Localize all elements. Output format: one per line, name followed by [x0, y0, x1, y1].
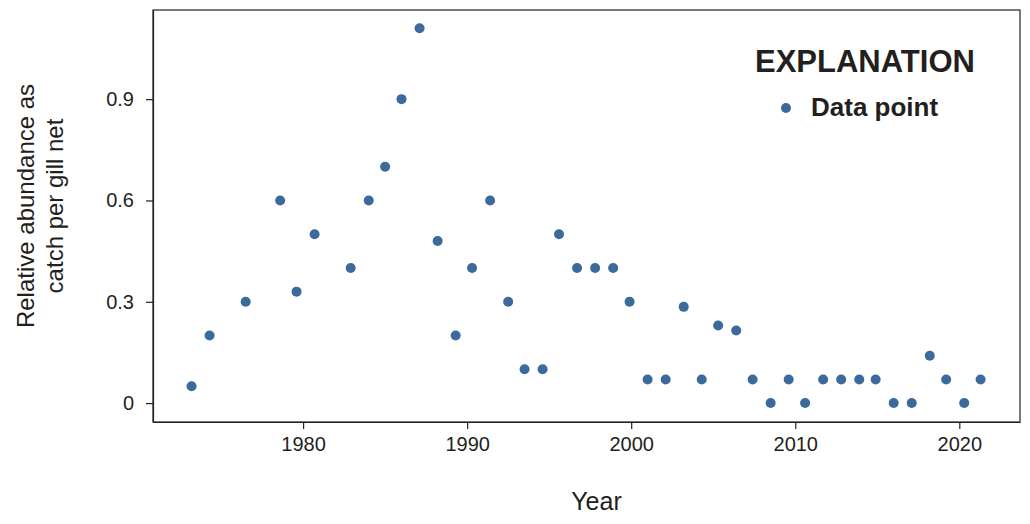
data-point	[503, 297, 513, 307]
x-tick-mark	[467, 422, 468, 429]
data-point	[748, 374, 758, 384]
data-point	[713, 320, 723, 330]
y-tick: 0.9	[106, 88, 153, 110]
data-point	[572, 263, 582, 273]
y-axis: 0 0.3 0.6 0.9	[106, 11, 153, 423]
x-tick-label: 1990	[445, 433, 490, 455]
data-point	[241, 297, 251, 307]
data-point	[889, 398, 899, 408]
legend-label: Data point	[811, 92, 938, 122]
y-tick: 0	[123, 392, 153, 414]
x-tick-mark	[959, 422, 960, 429]
y-axis-line	[153, 11, 154, 423]
legend: EXPLANATION Data point	[755, 44, 975, 122]
data-point	[679, 302, 689, 312]
data-point	[397, 94, 407, 104]
y-tick-label: 0	[123, 392, 134, 414]
x-tick-mark	[795, 422, 796, 429]
data-point	[187, 381, 197, 391]
y-tick-label: 0.6	[106, 189, 134, 211]
legend-marker	[781, 103, 791, 113]
y-tick-label: 0.9	[106, 88, 134, 110]
data-point	[275, 195, 285, 205]
x-axis-line	[154, 422, 1021, 423]
data-point	[346, 263, 356, 273]
legend-title: EXPLANATION	[755, 44, 975, 79]
data-point	[731, 325, 741, 335]
plot: 1980 1990 2000 2010 2020 0 0.3 0.6 0.9	[106, 10, 1020, 455]
y-tick-label: 0.3	[106, 291, 134, 313]
data-point	[643, 374, 653, 384]
data-point	[976, 374, 986, 384]
data-point	[364, 195, 374, 205]
data-point	[292, 287, 302, 297]
x-tick-mark	[631, 422, 632, 429]
data-points	[187, 23, 986, 408]
data-point	[661, 374, 671, 384]
y-tick-mark	[146, 302, 153, 303]
data-point	[608, 263, 618, 273]
data-point	[625, 297, 635, 307]
y-axis-title: Relative abundance ascatch per gill net	[12, 84, 68, 328]
x-tick: 1990	[445, 422, 490, 455]
y-tick-mark	[146, 403, 153, 404]
y-tick-mark	[146, 200, 153, 201]
x-tick: 1980	[281, 422, 326, 455]
data-point	[784, 374, 794, 384]
x-tick-label: 1980	[281, 433, 326, 455]
data-point	[554, 229, 564, 239]
data-point	[766, 398, 776, 408]
y-tick: 0.6	[106, 189, 153, 211]
data-point	[836, 374, 846, 384]
data-point	[590, 263, 600, 273]
x-tick-label: 2000	[609, 433, 654, 455]
y-tick: 0.3	[106, 291, 153, 313]
data-point	[818, 374, 828, 384]
data-point	[433, 236, 443, 246]
chart: 1980 1990 2000 2010 2020 0 0.3 0.6 0.9 Year Relati…	[0, 0, 1030, 524]
x-tick: 2000	[609, 422, 654, 455]
x-tick-mark	[303, 422, 304, 429]
y-axis-title-line: catch per gill net	[41, 118, 68, 293]
data-point	[205, 331, 215, 341]
data-point	[941, 374, 951, 384]
data-point	[415, 23, 425, 33]
x-axis-title: Year	[571, 487, 622, 515]
data-point	[380, 162, 390, 172]
data-point	[485, 195, 495, 205]
data-point	[520, 364, 530, 374]
data-point	[467, 263, 477, 273]
x-axis: 1980 1990 2000 2010 2020	[154, 422, 1021, 455]
y-tick-mark	[146, 99, 153, 100]
data-point	[538, 364, 548, 374]
y-axis-title-line: Relative abundance as	[12, 84, 39, 328]
plot-frame	[153, 10, 1020, 422]
data-point	[310, 229, 320, 239]
data-point	[451, 331, 461, 341]
x-tick: 2010	[774, 422, 819, 455]
data-point	[907, 398, 917, 408]
data-point	[959, 398, 969, 408]
data-point	[871, 374, 881, 384]
data-point	[854, 374, 864, 384]
data-point	[800, 398, 810, 408]
data-point	[925, 351, 935, 361]
x-tick-label: 2010	[774, 433, 819, 455]
data-point	[697, 374, 707, 384]
x-tick: 2020	[938, 422, 983, 455]
x-tick-label: 2020	[938, 433, 983, 455]
